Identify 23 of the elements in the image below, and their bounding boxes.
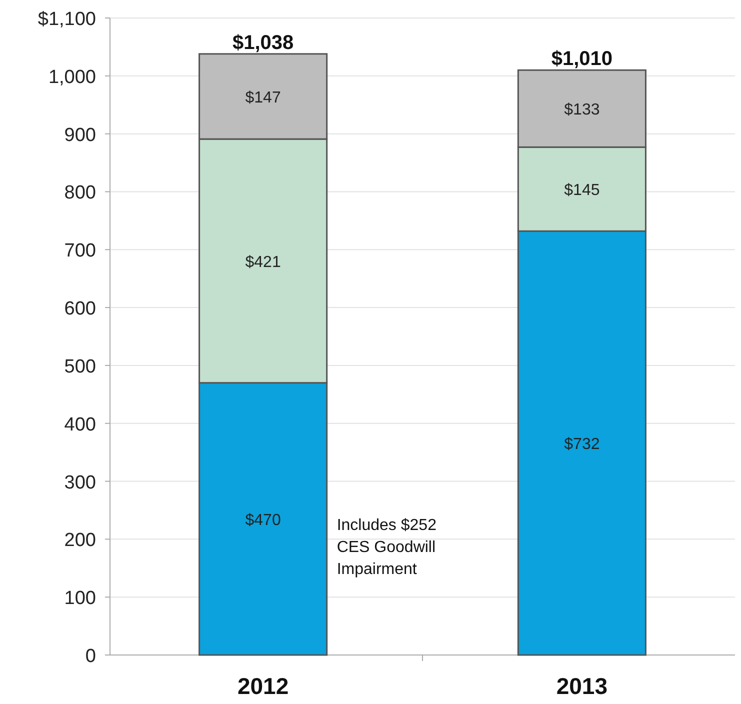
- y-tick-label: 600: [64, 298, 96, 320]
- y-tick-label: 300: [64, 472, 96, 494]
- y-tick-label: 0: [85, 646, 96, 667]
- y-tick-label: 200: [64, 530, 96, 552]
- data-label: $145: [564, 182, 600, 200]
- annotation: Includes $252 CES Goodwill Impairment: [336, 517, 437, 578]
- data-label: $421: [245, 254, 281, 271]
- data-label: $133: [564, 102, 600, 119]
- total-label: $1,010: [551, 48, 613, 70]
- total-label: $1,038: [232, 32, 294, 54]
- y-tick-label: 700: [64, 240, 96, 262]
- data-label: $470: [245, 512, 281, 529]
- data-label: $732: [564, 436, 600, 454]
- y-tick-label: 100: [64, 588, 96, 610]
- x-tick-label: 2012: [237, 673, 289, 699]
- y-tick-label: 500: [64, 356, 96, 378]
- y-tick-label: 900: [64, 124, 96, 146]
- data-label: $147: [245, 89, 281, 106]
- y-tick-label: $1,100: [38, 9, 96, 30]
- y-tick-label: 800: [64, 182, 96, 204]
- y-tick-label: 400: [64, 414, 96, 436]
- y-tick-label: 1,000: [48, 66, 96, 88]
- x-tick-label: 2013: [556, 673, 608, 699]
